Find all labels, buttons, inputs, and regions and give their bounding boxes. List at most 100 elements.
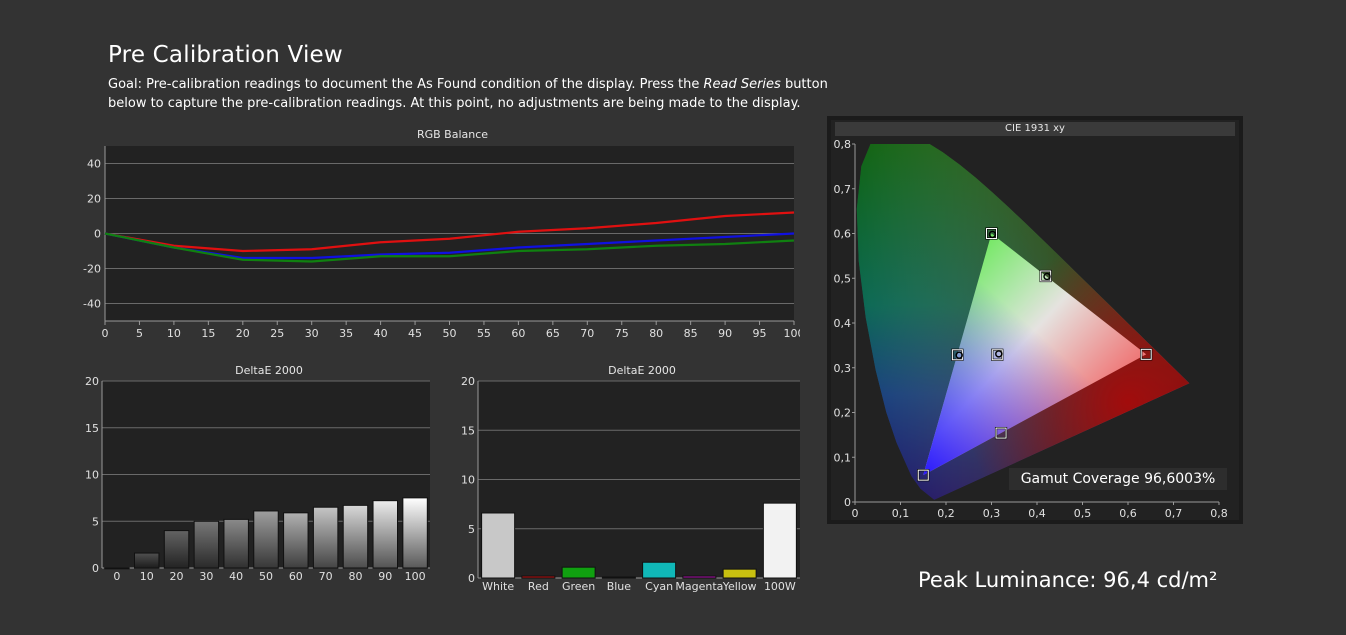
x-tick-label: Red (528, 580, 549, 593)
y-tick-label: 0 (468, 572, 475, 585)
y-tick-label: -20 (83, 263, 101, 276)
x-tick-label: 0,5 (1074, 507, 1092, 520)
rgb-balance-plot: 40 20 0 -20 -40 0 5 10 15 20 25 30 35 40 45 50 55 60 65 70 7… (83, 146, 805, 340)
x-tick-label: 25 (270, 327, 284, 340)
bar-60 (283, 512, 309, 569)
y-tick-label: 15 (85, 422, 99, 435)
x-tick-label: 20 (170, 570, 184, 583)
deltae-colors-title: DeltaE 2000 (608, 364, 676, 377)
y-tick-label: 0,5 (834, 272, 852, 285)
x-tick-label: 60 (289, 570, 303, 583)
goal-text-1: Goal: Pre-calibration readings to docume… (108, 77, 704, 92)
x-tick-label: 10 (140, 570, 154, 583)
bar-Cyan (642, 561, 677, 579)
x-tick-label: 75 (615, 327, 629, 340)
y-tick-label: -40 (83, 298, 101, 311)
bar-Green (561, 566, 596, 579)
rgb-balance-title: RGB Balance (416, 128, 489, 141)
y-tick-label: 0 (844, 496, 851, 509)
bar-Blue (601, 576, 636, 579)
x-tick-label: 30 (305, 327, 319, 340)
y-tick-label: 0,3 (834, 362, 852, 375)
goal-description: Goal: Pre-calibration readings to docume… (108, 75, 868, 113)
bar-30 (193, 520, 220, 569)
x-tick-label: 70 (580, 327, 594, 340)
series-line-2 (104, 232, 795, 263)
bar-100W (762, 502, 797, 579)
x-tick-label: 40 (229, 570, 243, 583)
x-tick-label: 0,6 (1119, 507, 1137, 520)
x-tick-label: 50 (443, 327, 457, 340)
measured-marker-3 (995, 350, 1003, 358)
page-title: Pre Calibration View (108, 42, 343, 68)
peak-luminance: Peak Luminance: 96,4 cd/m² (918, 568, 1218, 592)
x-tick-label: 100W (764, 580, 796, 593)
x-tick-label: 0,2 (937, 507, 955, 520)
x-tick-label: 90 (378, 570, 392, 583)
goal-text-2: button below to capture the pre-calibrat… (108, 77, 828, 111)
x-tick-label: 30 (199, 570, 213, 583)
x-tick-label: Yellow (722, 580, 757, 593)
bar-90 (372, 500, 398, 569)
series-line-0 (104, 211, 795, 253)
y-tick-label: 5 (92, 515, 99, 528)
measured-marker-1 (955, 351, 963, 359)
bar-Yellow (722, 568, 757, 579)
gamut-triangle-blue (923, 233, 1147, 476)
bar-0 (104, 567, 130, 570)
x-tick-label: 0,8 (1210, 507, 1228, 520)
x-tick-label: 0,3 (983, 507, 1001, 520)
gamut-coverage-label: Gamut Coverage 96,6003% (1009, 468, 1227, 490)
x-tick-label: 70 (319, 570, 333, 583)
x-tick-label: Green (562, 580, 595, 593)
y-tick-label: 0,2 (834, 407, 852, 420)
x-tick-label: 95 (753, 327, 767, 340)
target-marker-4 (995, 427, 1007, 439)
y-tick-label: 40 (87, 158, 101, 171)
goal-text-italic: Read Series (703, 77, 781, 92)
y-tick-label: 0,6 (834, 228, 852, 241)
y-tick-label: 0,8 (834, 138, 852, 151)
x-tick-label: 60 (511, 327, 525, 340)
x-tick-label: 0,1 (892, 507, 910, 520)
x-tick-label: Blue (607, 580, 632, 593)
y-tick-label: 0 (92, 562, 99, 575)
x-tick-label: 0 (113, 570, 120, 583)
bar-Red (521, 575, 556, 579)
bar-White (481, 512, 516, 579)
y-tick-label: 0,1 (834, 451, 852, 464)
target-marker-2 (917, 469, 929, 481)
bar-20 (163, 530, 190, 569)
x-tick-label: Cyan (645, 580, 673, 593)
cie-title: CIE 1931 xy (835, 122, 1235, 136)
x-tick-label: 35 (339, 327, 353, 340)
y-tick-label: 0,4 (834, 317, 852, 330)
x-tick-label: 40 (374, 327, 388, 340)
x-tick-label: 85 (684, 327, 698, 340)
y-tick-label: 10 (85, 469, 99, 482)
x-tick-label: 50 (259, 570, 273, 583)
x-tick-label: 45 (408, 327, 422, 340)
x-tick-label: 15 (201, 327, 215, 340)
series-line-1 (104, 232, 795, 260)
x-tick-label: 0 (852, 507, 859, 520)
x-tick-label: 80 (649, 327, 663, 340)
x-tick-label: 65 (546, 327, 560, 340)
rgb-balance-chart: RGB Balance 40 20 0 -20 -40 0 5 10 15 20 25 30 35 40 4… (80, 128, 805, 343)
measured-marker-0 (988, 230, 997, 239)
x-tick-label: Magenta (675, 580, 723, 593)
deltae-colors-plot: 20 15 10 5 0 White Red Green Blue Cyan Magenta Yell… (461, 375, 800, 593)
x-tick-label: 0,4 (1028, 507, 1046, 520)
target-marker-0 (1140, 348, 1152, 360)
cie-chart-frame: CIE 1931 xy 0 0,1 0,2 0,3 0,4 0,5 0,6 0,7 0,8 0,8… (827, 116, 1243, 524)
bar-100 (402, 497, 428, 569)
y-tick-label: 20 (461, 375, 475, 388)
bar-70 (312, 506, 339, 569)
target-marker-1 (986, 228, 997, 239)
bar-Magenta (682, 575, 717, 579)
x-tick-label: 80 (348, 570, 362, 583)
bar-10 (134, 552, 160, 569)
x-tick-label: 5 (136, 327, 143, 340)
x-tick-label: 100 (405, 570, 426, 583)
